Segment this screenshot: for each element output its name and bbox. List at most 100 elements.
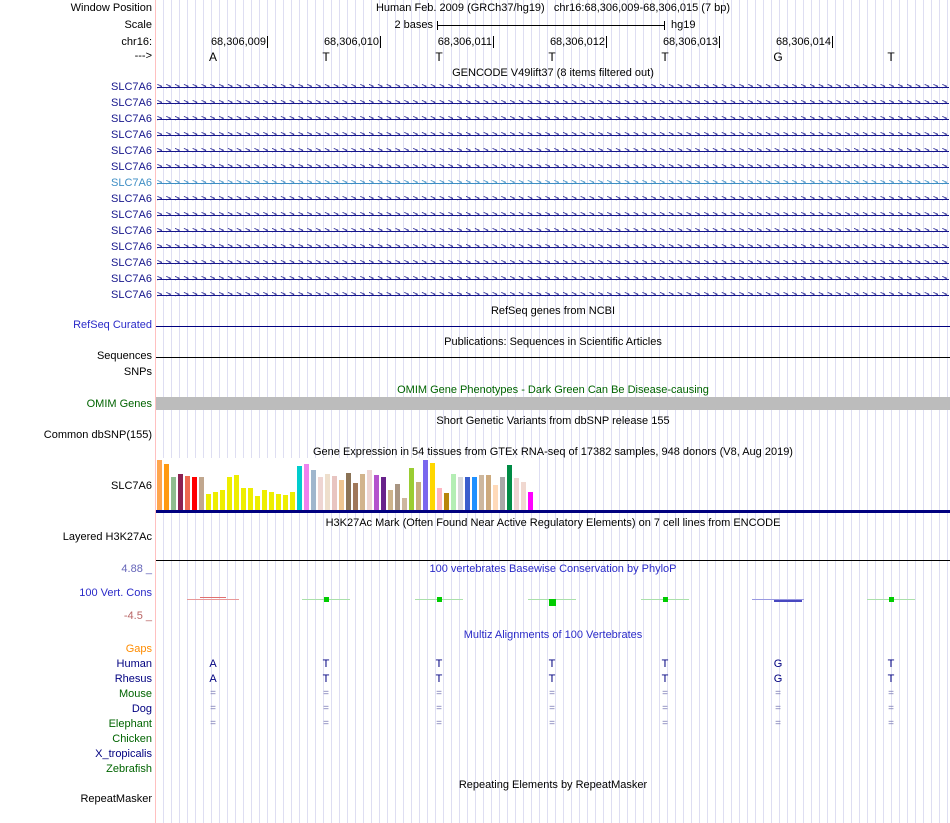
gtex-tissue-bar [479,475,484,510]
gencode-item-label[interactable]: SLC7A6 [111,209,152,221]
multiz-cell: T [322,658,330,670]
gencode-transcript-row[interactable]: >>>>>>>>>>>>>>>>>>>>>>>>>>>>>>>>>>>>>>>>… [157,131,949,140]
gencode-transcript-row[interactable]: >>>>>>>>>>>>>>>>>>>>>>>>>>>>>>>>>>>>>>>>… [157,147,949,156]
gencode-item-label[interactable]: SLC7A6 [111,273,152,285]
gencode-transcript-row[interactable]: >>>>>>>>>>>>>>>>>>>>>>>>>>>>>>>>>>>>>>>>… [157,115,949,124]
coordinate-value: 68,306,011 [420,36,494,48]
refseq-curated-label[interactable]: RefSeq Curated [73,319,152,331]
gtex-tissue-bar [465,477,470,510]
multiz-cell: A [209,658,217,670]
gtex-tissue-bar [395,484,400,510]
dbsnp-track-title[interactable]: Short Genetic Variants from dbSNP releas… [436,415,670,427]
sequences-item-line[interactable] [156,357,950,358]
common-dbsnp-label[interactable]: Common dbSNP(155) [43,429,152,441]
sequences-label[interactable]: Sequences [96,350,152,362]
coordinate-value: 68,306,010 [307,36,381,48]
gencode-transcript-row[interactable]: >>>>>>>>>>>>>>>>>>>>>>>>>>>>>>>>>>>>>>>>… [157,211,949,220]
gtex-tissue-bar [521,482,526,510]
gencode-item-label[interactable]: SLC7A6 [111,177,152,189]
gtex-tissue-bar [528,492,533,510]
gtex-tissue-bar [402,498,407,510]
phylop-tick-square [889,597,894,602]
gtex-tissue-bar [262,490,267,510]
coordinate-number: 68,306,010 [323,36,379,48]
gencode-transcript-row[interactable]: >>>>>>>>>>>>>>>>>>>>>>>>>>>>>>>>>>>>>>>>… [157,163,949,172]
gencode-item-label[interactable]: SLC7A6 [111,161,152,173]
refseq-track-title[interactable]: RefSeq genes from NCBI [490,305,616,317]
multiz-cell: = [662,703,668,714]
phylop-tick-square [549,599,556,606]
gencode-item-label[interactable]: SLC7A6 [111,193,152,205]
gencode-track-title[interactable]: GENCODE V49lift37 (8 items filtered out) [452,67,654,79]
gtex-tissue-bar [234,475,239,510]
multiz-row-label-rhesus[interactable]: Rhesus [114,673,152,685]
multiz-cell: G [773,658,783,670]
gtex-tissue-bar [157,460,162,510]
multiz-row-label-chicken[interactable]: Chicken [112,733,152,745]
gencode-item-label[interactable]: SLC7A6 [111,145,152,157]
gtex-tissue-bar [388,490,393,510]
gencode-transcript-row[interactable]: >>>>>>>>>>>>>>>>>>>>>>>>>>>>>>>>>>>>>>>>… [157,83,949,92]
layered-h3k27ac-label[interactable]: Layered H3K27Ac [62,531,152,543]
repeatmasker-track-title[interactable]: Repeating Elements by RepeatMasker [458,779,648,791]
coordinate-tick [606,36,607,48]
gencode-item-label[interactable]: SLC7A6 [111,257,152,269]
gencode-transcript-row[interactable]: >>>>>>>>>>>>>>>>>>>>>>>>>>>>>>>>>>>>>>>>… [157,291,949,300]
multiz-cell: T [435,673,443,685]
gencode-transcript-row[interactable]: >>>>>>>>>>>>>>>>>>>>>>>>>>>>>>>>>>>>>>>>… [157,243,949,252]
gencode-transcript-row[interactable]: >>>>>>>>>>>>>>>>>>>>>>>>>>>>>>>>>>>>>>>>… [157,227,949,236]
phylop-mark-red [187,599,239,600]
multiz-row-label-gaps[interactable]: Gaps [125,643,152,655]
h3k27ac-baseline [156,560,950,561]
gencode-item-label[interactable]: SLC7A6 [111,129,152,141]
conservation-track-title[interactable]: 100 vertebrates Basewise Conservation by… [429,563,677,575]
multiz-cell: T [548,673,556,685]
multiz-cell: T [435,658,443,670]
gencode-transcript-row[interactable]: >>>>>>>>>>>>>>>>>>>>>>>>>>>>>>>>>>>>>>>>… [157,195,949,204]
gtex-tissue-bar [437,488,442,510]
gencode-transcript-row[interactable]: >>>>>>>>>>>>>>>>>>>>>>>>>>>>>>>>>>>>>>>>… [157,179,949,188]
gencode-item-label[interactable]: SLC7A6 [111,81,152,93]
gtex-tissue-bar [416,482,421,510]
multiz-row-label-x_tropicalis[interactable]: X_tropicalis [95,748,152,760]
multiz-row-label-human[interactable]: Human [116,658,152,670]
refseq-gene-line[interactable] [156,326,950,327]
snps-label[interactable]: SNPs [123,366,152,378]
multiz-track-title[interactable]: Multiz Alignments of 100 Vertebrates [463,629,643,641]
gtex-track-title[interactable]: Gene Expression in 54 tissues from GTEx … [313,446,793,458]
omim-track-title[interactable]: OMIM Gene Phenotypes - Dark Green Can Be… [397,384,709,396]
multiz-cell: = [888,718,894,729]
gtex-tissue-bar [514,478,519,510]
gencode-item-label[interactable]: SLC7A6 [111,289,152,301]
gtex-tissue-bar [507,465,512,510]
multiz-row-label-elephant[interactable]: Elephant [108,718,152,730]
omim-gene-bar[interactable] [156,397,950,410]
gtex-tissue-bar [430,463,435,510]
gencode-transcript-row[interactable]: >>>>>>>>>>>>>>>>>>>>>>>>>>>>>>>>>>>>>>>>… [157,275,949,284]
coordinate-tick [719,36,720,48]
vert-cons-label[interactable]: 100 Vert. Cons [79,587,152,599]
repeatmasker-label[interactable]: RepeatMasker [80,793,152,805]
gtex-gene-label[interactable]: SLC7A6 [111,480,152,492]
multiz-row-label-mouse[interactable]: Mouse [118,688,152,700]
multiz-row-label-zebrafish[interactable]: Zebrafish [106,763,152,775]
multiz-row-label-dog[interactable]: Dog [131,703,152,715]
gencode-item-label[interactable]: SLC7A6 [111,241,152,253]
multiz-cell: A [209,673,217,685]
multiz-cell: = [775,688,781,699]
omim-genes-label[interactable]: OMIM Genes [86,398,152,410]
gencode-item-label[interactable]: SLC7A6 [111,97,152,109]
gencode-item-label[interactable]: SLC7A6 [111,225,152,237]
multiz-cell: = [775,718,781,729]
multiz-cell: = [662,718,668,729]
multiz-cell: = [323,718,329,729]
gencode-transcript-row[interactable]: >>>>>>>>>>>>>>>>>>>>>>>>>>>>>>>>>>>>>>>>… [157,99,949,108]
coordinate-value: 68,306,012 [533,36,607,48]
h3k27ac-track-title[interactable]: H3K27Ac Mark (Often Found Near Active Re… [325,517,781,529]
gtex-tissue-bar [423,460,428,510]
gtex-tissue-bar [318,477,323,510]
gencode-transcript-row[interactable]: >>>>>>>>>>>>>>>>>>>>>>>>>>>>>>>>>>>>>>>>… [157,259,949,268]
conservation-max-label: 4.88 _ [121,563,152,575]
gencode-item-label[interactable]: SLC7A6 [111,113,152,125]
publications-track-title[interactable]: Publications: Sequences in Scientific Ar… [444,336,662,348]
